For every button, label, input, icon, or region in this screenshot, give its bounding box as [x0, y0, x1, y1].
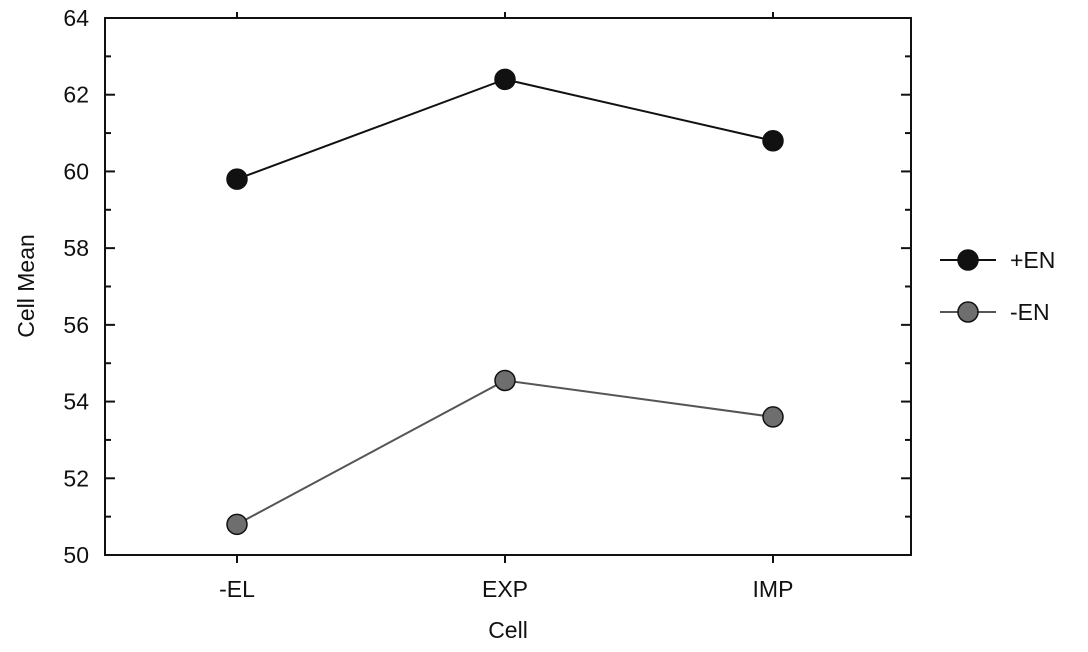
data-point: [226, 168, 248, 190]
data-point: [762, 406, 784, 428]
y-tick-label: 52: [63, 465, 89, 491]
legend-marker: [957, 301, 979, 323]
y-tick-label: 60: [63, 158, 89, 184]
series-line: [236, 78, 774, 181]
x-axis-ticks: -EL EXP IMP: [219, 12, 793, 602]
plot-frame: [104, 17, 912, 556]
legend-marker: [957, 249, 979, 271]
y-axis-label: Cell Mean: [13, 234, 39, 338]
data-point: [226, 513, 248, 536]
legend-label: -EN: [1010, 299, 1050, 325]
legend: +EN -EN: [940, 247, 1055, 325]
y-tick-label: 58: [63, 235, 89, 261]
y-tick-label: 54: [63, 389, 89, 415]
series-line: [236, 379, 774, 526]
legend-label: +EN: [1010, 247, 1055, 273]
series-layer: [226, 68, 784, 536]
x-tick-label: IMP: [753, 576, 794, 602]
x-axis-label: Cell: [488, 617, 528, 643]
y-tick-label: 64: [63, 5, 89, 31]
data-point: [762, 129, 784, 152]
data-point: [494, 369, 516, 392]
y-tick-label: 50: [63, 542, 89, 568]
x-tick-label: EXP: [482, 576, 528, 602]
y-tick-label: 56: [63, 312, 89, 338]
data-point: [494, 68, 516, 91]
y-axis-ticks: 50 52 54 56 58 60 62 64: [63, 5, 911, 568]
x-tick-label: -EL: [219, 576, 255, 602]
y-tick-label: 62: [63, 82, 89, 108]
